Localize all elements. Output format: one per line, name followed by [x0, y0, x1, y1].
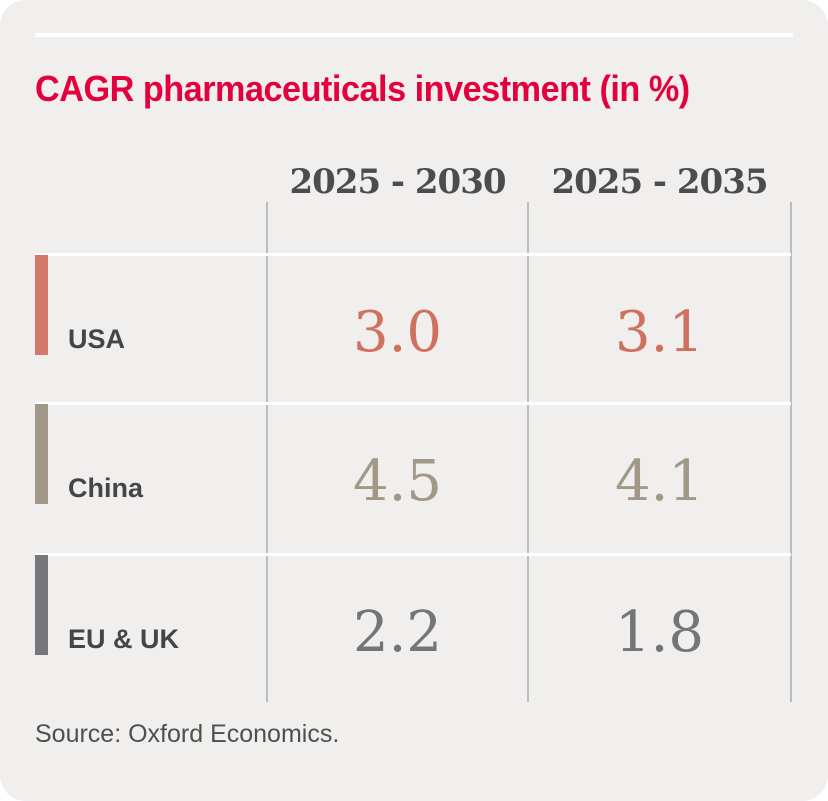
column-header-2025-2030: 2025 - 2030 — [289, 162, 506, 202]
row-label-usa: USA — [68, 324, 126, 354]
china-value-2025-2035: 4.1 — [614, 449, 705, 514]
usa-color-bar — [35, 255, 48, 355]
column-header-2025-2035: 2025 - 2035 — [551, 162, 768, 202]
source-note: Source: Oxford Economics. — [35, 720, 340, 748]
china-color-bar — [35, 404, 48, 504]
row-separator — [35, 402, 791, 405]
chart-title: CAGR pharmaceuticals investment (in %) — [35, 68, 690, 109]
usa-value-2025-2030: 3.0 — [352, 300, 443, 365]
row-label-china: China — [68, 473, 144, 503]
column-divider-middle — [527, 202, 529, 702]
top-divider-rule — [35, 33, 793, 37]
row-separator — [35, 253, 791, 256]
usa-value-2025-2035: 3.1 — [614, 300, 705, 365]
column-divider-left — [266, 202, 268, 702]
row-separator — [35, 553, 791, 556]
row-label-eu-uk: EU & UK — [68, 624, 180, 654]
column-divider-right — [790, 202, 792, 702]
eu-uk-color-bar — [35, 555, 48, 655]
eu-uk-value-2025-2035: 1.8 — [614, 600, 705, 665]
eu-uk-value-2025-2030: 2.2 — [352, 600, 443, 665]
china-value-2025-2030: 4.5 — [352, 449, 443, 514]
